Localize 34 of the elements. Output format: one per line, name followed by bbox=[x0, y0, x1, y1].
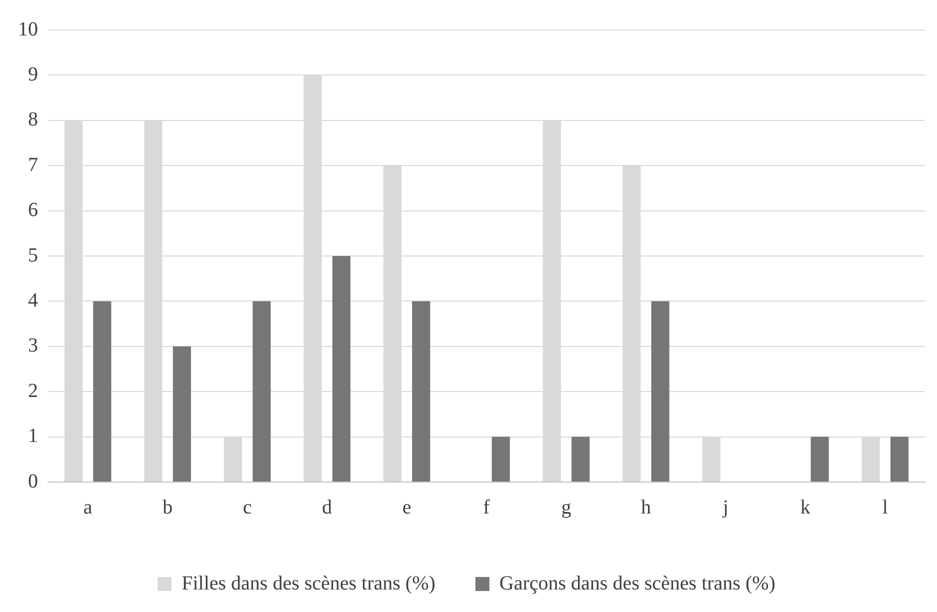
bar bbox=[492, 436, 510, 482]
x-tick-label: l bbox=[882, 496, 888, 518]
x-tick-label: a bbox=[83, 496, 92, 518]
bar bbox=[572, 436, 590, 482]
y-tick-label: 3 bbox=[28, 334, 38, 357]
bar bbox=[412, 301, 430, 482]
y-tick-label: 10 bbox=[18, 18, 38, 40]
bar bbox=[651, 301, 670, 482]
x-tick-label: k bbox=[800, 496, 810, 518]
bar bbox=[890, 436, 909, 482]
x-tick-label: e bbox=[402, 496, 412, 518]
x-tick-label: b bbox=[162, 496, 173, 518]
bar bbox=[252, 301, 271, 482]
y-tick-label: 6 bbox=[28, 199, 38, 222]
x-tick-label: g bbox=[561, 496, 572, 518]
legend-label: Garçons dans des scènes trans (%) bbox=[499, 572, 776, 594]
y-tick-label: 9 bbox=[28, 63, 38, 86]
y-tick-label: 4 bbox=[28, 289, 38, 312]
x-tick-label: j bbox=[722, 496, 728, 518]
y-tick-label: 2 bbox=[28, 380, 38, 402]
x-tick-label: c bbox=[242, 496, 252, 518]
y-tick-label: 7 bbox=[28, 154, 38, 176]
y-tick-label: 1 bbox=[28, 425, 38, 448]
bar bbox=[810, 436, 829, 482]
y-tick-label: 8 bbox=[28, 108, 38, 131]
x-tick-label: f bbox=[483, 496, 490, 518]
legend-label: Filles dans des scènes trans (%) bbox=[182, 572, 436, 594]
y-tick-label: 5 bbox=[28, 244, 38, 266]
bar bbox=[332, 256, 350, 482]
x-tick-label: h bbox=[640, 496, 651, 518]
bar bbox=[93, 301, 112, 482]
y-tick-label: 0 bbox=[28, 470, 38, 492]
x-tick-label: d bbox=[322, 496, 332, 518]
bar bbox=[172, 346, 191, 482]
